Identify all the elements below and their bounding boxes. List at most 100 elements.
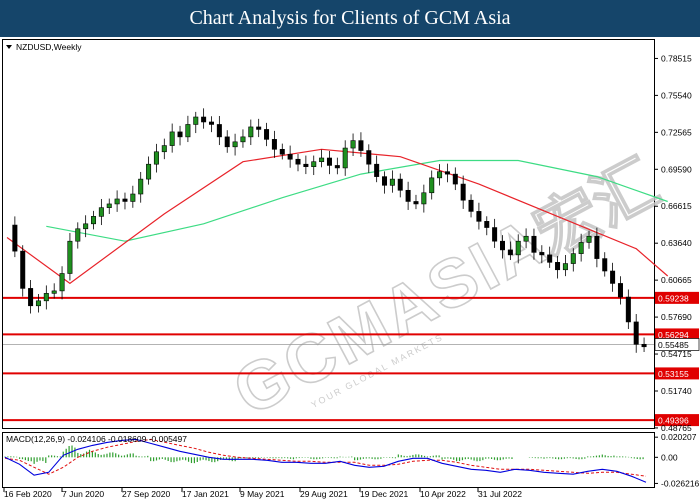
time-tick-label: 9 May 2021 bbox=[240, 489, 285, 499]
bullish-candle bbox=[67, 240, 73, 274]
bearish-candle bbox=[374, 163, 380, 177]
bearish-candle bbox=[610, 270, 616, 284]
bullish-candle bbox=[106, 203, 112, 208]
price-tick-label: 0.54715 bbox=[661, 349, 692, 359]
bearish-candle bbox=[641, 343, 647, 348]
bearish-candle bbox=[625, 296, 631, 323]
bearish-candle bbox=[201, 116, 207, 123]
bullish-candle bbox=[83, 223, 89, 230]
bullish-candle bbox=[146, 163, 152, 180]
macd-signal-line bbox=[4, 438, 647, 477]
bearish-candle bbox=[20, 250, 26, 289]
bearish-candle bbox=[216, 124, 222, 138]
bearish-candle bbox=[287, 153, 293, 160]
level-price-tag bbox=[655, 414, 699, 427]
bearish-candle bbox=[531, 235, 537, 253]
bullish-candle bbox=[169, 131, 175, 146]
bullish-candle bbox=[114, 198, 120, 205]
bearish-candle bbox=[295, 158, 301, 165]
price-panel bbox=[2, 39, 655, 429]
bearish-candle bbox=[208, 121, 214, 125]
bullish-candle bbox=[342, 147, 348, 169]
bearish-candle bbox=[28, 288, 34, 307]
bearish-candle bbox=[594, 235, 600, 259]
bullish-candle bbox=[350, 140, 356, 149]
bearish-candle bbox=[617, 283, 623, 298]
bullish-candle bbox=[311, 161, 317, 167]
time-tick-label: 31 Jul 2022 bbox=[478, 489, 522, 499]
level-price-label: 0.56294 bbox=[658, 330, 689, 340]
level-price-tag bbox=[655, 328, 699, 341]
bullish-candle bbox=[51, 290, 57, 294]
price-tick-label: 0.60665 bbox=[661, 275, 692, 285]
bearish-candle bbox=[122, 198, 128, 202]
bullish-candle bbox=[35, 300, 41, 307]
bearish-candle bbox=[366, 150, 372, 165]
time-tick-label: 19 Dec 2021 bbox=[360, 489, 408, 499]
bullish-candle bbox=[91, 216, 97, 225]
time-tick-label: 17 Jan 2021 bbox=[182, 489, 229, 499]
bearish-candle bbox=[12, 224, 18, 252]
time-tick-label: 27 Sep 2020 bbox=[122, 489, 170, 499]
bearish-candle bbox=[476, 211, 482, 222]
bullish-candle bbox=[389, 178, 395, 186]
bearish-candle bbox=[224, 136, 230, 148]
time-tick-label: 29 Aug 2021 bbox=[300, 489, 348, 499]
macd-panel bbox=[2, 432, 655, 488]
bearish-candle bbox=[492, 227, 498, 242]
level-price-tag bbox=[655, 367, 699, 380]
symbol-label-group: NZDUSD,Weekly bbox=[6, 42, 82, 52]
price-tick-label: 0.72565 bbox=[661, 127, 692, 137]
macd-title: MACD(12,26,9) -0.024106 -0.018609 -0.005… bbox=[6, 434, 187, 444]
level-price-label: 0.53155 bbox=[658, 369, 689, 379]
moving-average-green bbox=[46, 159, 668, 242]
bearish-candle bbox=[405, 189, 411, 202]
bullish-candle bbox=[98, 207, 104, 217]
bearish-candle bbox=[602, 258, 608, 272]
level-price-label: 0.59238 bbox=[658, 293, 689, 303]
bearish-candle bbox=[460, 183, 466, 201]
bullish-candle bbox=[578, 242, 584, 254]
bullish-candle bbox=[515, 240, 521, 256]
bullish-candle bbox=[421, 192, 427, 205]
bullish-candle bbox=[161, 145, 167, 153]
bullish-candle bbox=[437, 171, 443, 179]
bearish-candle bbox=[334, 165, 340, 169]
bearish-candle bbox=[539, 252, 545, 256]
bearish-candle bbox=[271, 139, 277, 150]
bullish-candle bbox=[138, 178, 144, 195]
bullish-candle bbox=[185, 124, 191, 138]
price-tick-label: 0.66615 bbox=[661, 201, 692, 211]
bullish-candle bbox=[59, 273, 65, 292]
price-tick-label: 0.69590 bbox=[661, 164, 692, 174]
bearish-candle bbox=[413, 201, 419, 205]
bullish-candle bbox=[570, 253, 576, 264]
macd-tick-label: -0.026216 bbox=[661, 478, 700, 488]
price-tick-label: 0.63640 bbox=[661, 238, 692, 248]
time-tick-label: 16 Feb 2020 bbox=[4, 489, 52, 499]
bullish-candle bbox=[240, 136, 246, 143]
time-tick-label: 10 Apr 2022 bbox=[420, 489, 466, 499]
price-tick-label: 0.51740 bbox=[661, 386, 692, 396]
bullish-candle bbox=[248, 126, 254, 138]
level-price-label: 0.49396 bbox=[658, 416, 689, 426]
bearish-candle bbox=[279, 148, 285, 155]
bearish-candle bbox=[452, 173, 458, 185]
current-price-tag bbox=[654, 338, 700, 351]
chart-canvas: GCMASIA 宏汇 YOUR GLOBAL MARKETS 0.592380.… bbox=[0, 37, 700, 500]
price-tick-label: 0.48765 bbox=[661, 423, 692, 433]
price-tick-label: 0.57690 bbox=[661, 312, 692, 322]
macd-tick-label: 0.00 bbox=[661, 452, 678, 462]
header-banner: Chart Analysis for Clients of GCM Asia bbox=[0, 0, 700, 37]
bullish-candle bbox=[523, 235, 529, 242]
macd-main-line bbox=[4, 438, 647, 483]
price-tick-label: 0.78515 bbox=[661, 53, 692, 63]
bullish-candle bbox=[586, 235, 592, 243]
bearish-candle bbox=[444, 171, 450, 175]
chart-dropdown-icon[interactable] bbox=[6, 45, 12, 49]
bearish-candle bbox=[303, 163, 309, 167]
bearish-candle bbox=[555, 262, 561, 271]
bearish-candle bbox=[256, 126, 262, 130]
bearish-candle bbox=[382, 176, 388, 186]
macd-tick-label: 0.020207 bbox=[661, 432, 697, 442]
